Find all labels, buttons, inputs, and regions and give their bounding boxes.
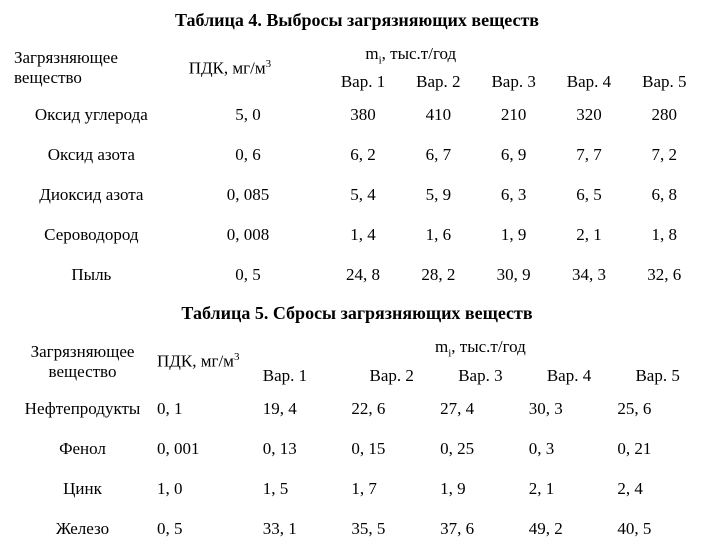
t4-variants-row-4: Вар. 5 [627, 69, 702, 95]
value-cell: 7, 7 [551, 135, 626, 175]
value-cell: 1, 4 [325, 215, 400, 255]
value-cell: 22, 6 [347, 389, 436, 429]
substance-cell: Железо [12, 509, 153, 549]
table-row: Оксид азота0, 66, 26, 76, 97, 77, 2 [12, 135, 702, 175]
value-cell: 0, 21 [613, 429, 702, 469]
value-cell: 0, 15 [347, 429, 436, 469]
value-cell: 210 [476, 95, 551, 135]
t5-variants-row-4: Вар. 5 [613, 363, 702, 389]
table-row: Сероводород0, 0081, 41, 61, 92, 11, 8 [12, 215, 702, 255]
value-cell: 40, 5 [613, 509, 702, 549]
value-cell: 0, 25 [436, 429, 525, 469]
table-row: Оксид углерода5, 0380410210320280 [12, 95, 702, 135]
value-cell: 6, 5 [551, 175, 626, 215]
value-cell: 380 [325, 95, 400, 135]
value-cell: 1, 9 [476, 215, 551, 255]
pdk-cell: 0, 001 [153, 429, 259, 469]
t5-body: Нефтепродукты0, 119, 422, 627, 430, 325,… [12, 389, 702, 549]
table-row: Пыль0, 524, 828, 230, 934, 332, 6 [12, 255, 702, 297]
value-cell: 5, 4 [325, 175, 400, 215]
t4-variants-row-2: Вар. 3 [476, 69, 551, 95]
t5-header-pdk: ПДК, мг/м3 [153, 334, 259, 388]
value-cell: 6, 8 [627, 175, 702, 215]
t4-header-substance: Загрязняющее вещество [12, 41, 171, 95]
table-row: Железо0, 533, 135, 537, 649, 240, 5 [12, 509, 702, 549]
value-cell: 1, 5 [259, 469, 348, 509]
value-cell: 30, 3 [525, 389, 614, 429]
pdk-cell: 0, 6 [171, 135, 326, 175]
value-cell: 2, 1 [551, 215, 626, 255]
pdk-cell: 0, 5 [171, 255, 326, 297]
value-cell: 35, 5 [347, 509, 436, 549]
t4-variants-row-1: Вар. 2 [401, 69, 476, 95]
substance-cell: Оксид углерода [12, 95, 171, 135]
pdk-cell: 5, 0 [171, 95, 326, 135]
value-cell: 27, 4 [436, 389, 525, 429]
t4-header-pdk: ПДК, мг/м3 [171, 41, 326, 95]
value-cell: 1, 9 [436, 469, 525, 509]
value-cell: 410 [401, 95, 476, 135]
pdk-cell: 0, 5 [153, 509, 259, 549]
pdk-cell: 0, 085 [171, 175, 326, 215]
table-row: Фенол0, 0010, 130, 150, 250, 30, 21 [12, 429, 702, 469]
value-cell: 6, 7 [401, 135, 476, 175]
substance-cell: Фенол [12, 429, 153, 469]
substance-cell: Диоксид азота [12, 175, 171, 215]
value-cell: 19, 4 [259, 389, 348, 429]
table4-title: Таблица 4. Выбросы загрязняющих веществ [12, 10, 702, 31]
value-cell: 1, 8 [627, 215, 702, 255]
value-cell: 6, 9 [476, 135, 551, 175]
t5-header-substance: Загрязняющее вещество [12, 334, 153, 388]
value-cell: 280 [627, 95, 702, 135]
value-cell: 320 [551, 95, 626, 135]
t4-variants-row-0: Вар. 1 [325, 69, 400, 95]
t4-header-mi: mi, тыс.т/год [325, 41, 702, 69]
value-cell: 5, 9 [401, 175, 476, 215]
value-cell: 2, 4 [613, 469, 702, 509]
value-cell: 6, 2 [325, 135, 400, 175]
pdk-cell: 1, 0 [153, 469, 259, 509]
substance-cell: Цинк [12, 469, 153, 509]
pdk-cell: 0, 008 [171, 215, 326, 255]
t5-variants-row-3: Вар. 4 [525, 363, 614, 389]
value-cell: 28, 2 [401, 255, 476, 297]
table4: Загрязняющее вещество ПДК, мг/м3 mi, тыс… [12, 41, 702, 297]
value-cell: 0, 3 [525, 429, 614, 469]
value-cell: 6, 3 [476, 175, 551, 215]
t5-header-mi: mi, тыс.т/год [259, 334, 702, 362]
table5: Загрязняющее вещество ПДК, мг/м3 mi, тыс… [12, 334, 702, 548]
pdk-cell: 0, 1 [153, 389, 259, 429]
value-cell: 2, 1 [525, 469, 614, 509]
value-cell: 1, 7 [347, 469, 436, 509]
value-cell: 24, 8 [325, 255, 400, 297]
value-cell: 34, 3 [551, 255, 626, 297]
value-cell: 25, 6 [613, 389, 702, 429]
substance-cell: Пыль [12, 255, 171, 297]
t5-variants-row-2: Вар. 3 [436, 363, 525, 389]
value-cell: 30, 9 [476, 255, 551, 297]
value-cell: 49, 2 [525, 509, 614, 549]
t4-body: Оксид углерода5, 0380410210320280Оксид а… [12, 95, 702, 297]
substance-cell: Нефтепродукты [12, 389, 153, 429]
table5-title: Таблица 5. Сбросы загрязняющих веществ [12, 303, 702, 324]
value-cell: 0, 13 [259, 429, 348, 469]
table-row: Нефтепродукты0, 119, 422, 627, 430, 325,… [12, 389, 702, 429]
value-cell: 7, 2 [627, 135, 702, 175]
value-cell: 37, 6 [436, 509, 525, 549]
substance-cell: Оксид азота [12, 135, 171, 175]
substance-cell: Сероводород [12, 215, 171, 255]
table-row: Цинк1, 01, 51, 71, 92, 12, 4 [12, 469, 702, 509]
t5-variants-row-1: Вар. 2 [347, 363, 436, 389]
value-cell: 33, 1 [259, 509, 348, 549]
table-row: Диоксид азота0, 0855, 45, 96, 36, 56, 8 [12, 175, 702, 215]
value-cell: 32, 6 [627, 255, 702, 297]
value-cell: 1, 6 [401, 215, 476, 255]
t5-variants-row-0: Вар. 1 [259, 363, 348, 389]
t4-variants-row-3: Вар. 4 [551, 69, 626, 95]
